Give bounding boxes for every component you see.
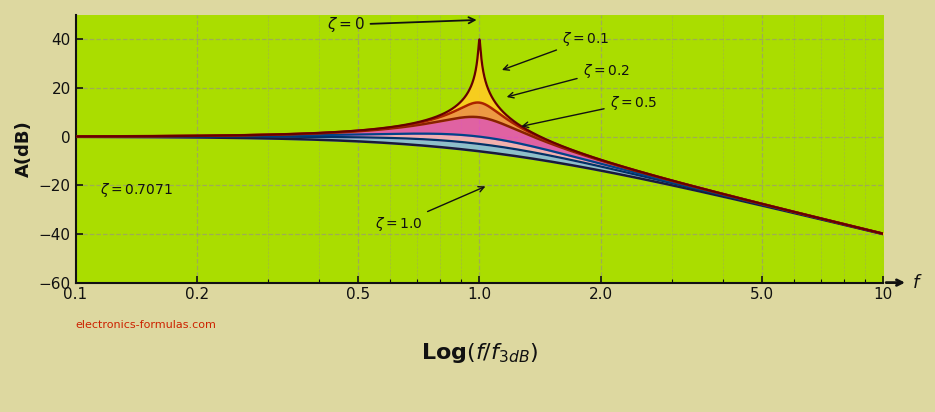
Text: $\zeta = 1.0$: $\zeta = 1.0$	[375, 187, 484, 233]
Text: $\mathbf{Log}(f/f_{3dB})$: $\mathbf{Log}(f/f_{3dB})$	[421, 342, 538, 365]
Text: $f$: $f$	[913, 274, 923, 292]
Text: electronics-formulas.com: electronics-formulas.com	[76, 320, 216, 330]
Text: $\zeta = 0.1$: $\zeta = 0.1$	[503, 30, 610, 70]
Text: $\zeta = 0.5$: $\zeta = 0.5$	[523, 94, 657, 128]
Text: $\zeta = 0.7071$: $\zeta = 0.7071$	[100, 181, 173, 199]
Text: $\zeta = 0.2$: $\zeta = 0.2$	[508, 62, 629, 98]
Y-axis label: A(dB): A(dB)	[15, 120, 33, 177]
Text: $\zeta = 0$: $\zeta = 0$	[327, 15, 475, 34]
